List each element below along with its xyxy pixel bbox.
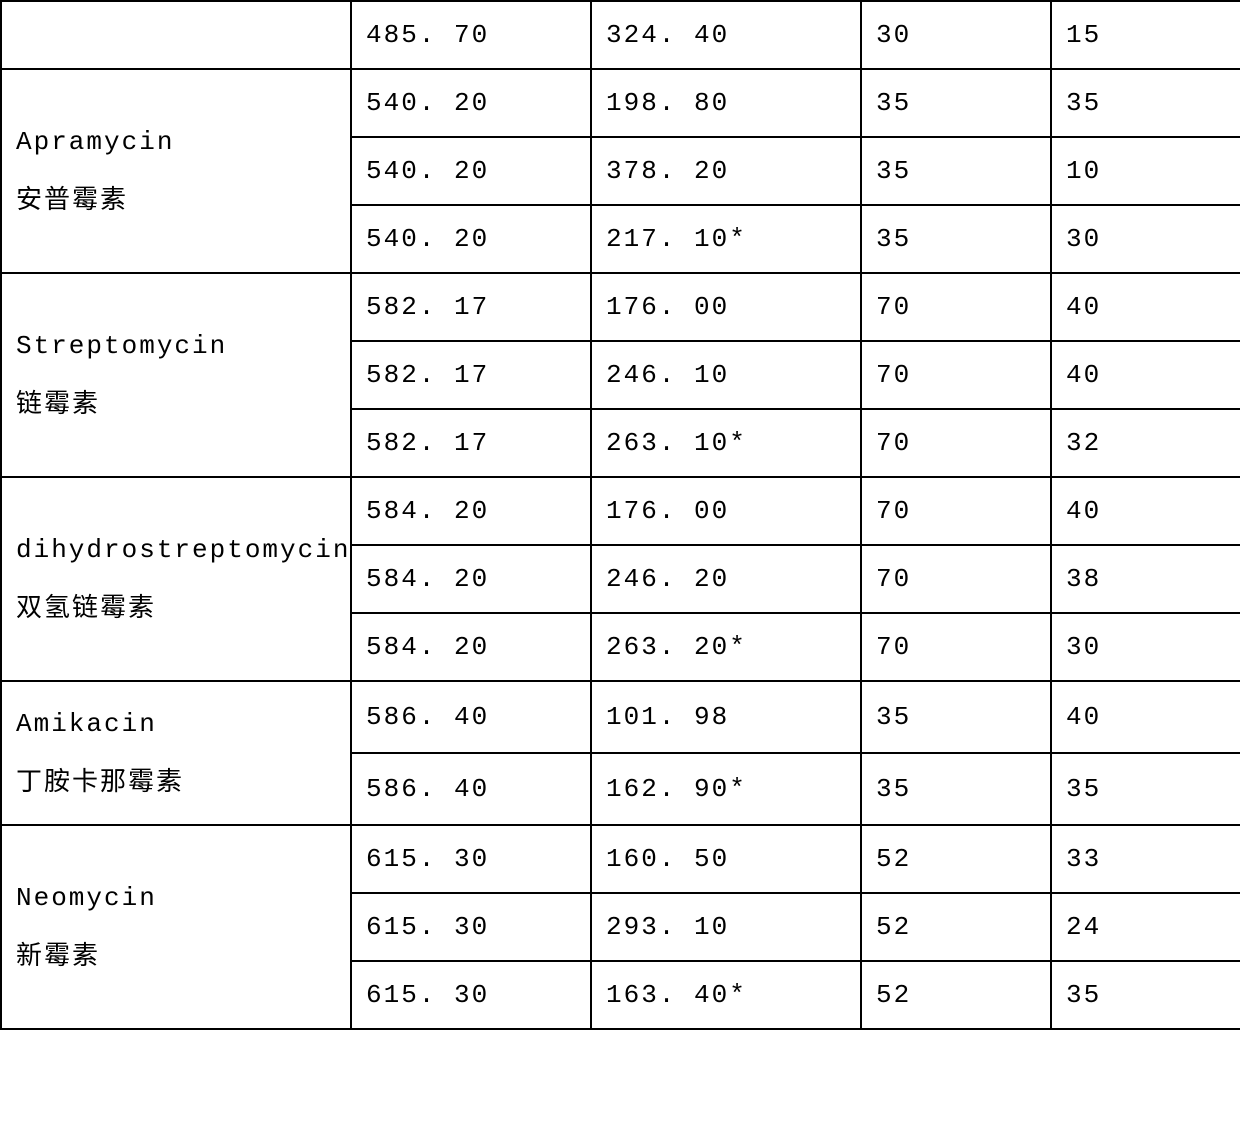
value-cell: 378. 20	[591, 137, 861, 205]
value-cell: 52	[861, 893, 1051, 961]
value-cell: 293. 10	[591, 893, 861, 961]
value-cell: 35	[861, 681, 1051, 753]
value-cell: 540. 20	[351, 137, 591, 205]
value-cell: 30	[1051, 613, 1240, 681]
value-cell: 263. 10*	[591, 409, 861, 477]
value-cell: 40	[1051, 681, 1240, 753]
compound-name-zh: 新霉素	[16, 927, 340, 984]
value-cell: 40	[1051, 273, 1240, 341]
value-cell: 70	[861, 613, 1051, 681]
compound-name-cell: dihydrostreptomycin双氢链霉素	[1, 477, 351, 681]
value-cell: 615. 30	[351, 961, 591, 1029]
value-cell: 540. 20	[351, 69, 591, 137]
value-cell: 163. 40*	[591, 961, 861, 1029]
value-cell: 582. 17	[351, 341, 591, 409]
value-cell: 35	[861, 753, 1051, 825]
table-body: 485. 70324. 403015Apramycin安普霉素540. 2019…	[1, 1, 1240, 1029]
compound-name-en: Neomycin	[16, 870, 340, 927]
value-cell: 35	[861, 205, 1051, 273]
value-cell: 24	[1051, 893, 1240, 961]
value-cell: 30	[1051, 205, 1240, 273]
value-cell: 582. 17	[351, 409, 591, 477]
table-row: Neomycin新霉素615. 30160. 505233	[1, 825, 1240, 893]
value-cell: 615. 30	[351, 893, 591, 961]
value-cell: 33	[1051, 825, 1240, 893]
value-cell: 160. 50	[591, 825, 861, 893]
compound-name-zh: 双氢链霉素	[16, 579, 340, 636]
value-cell: 10	[1051, 137, 1240, 205]
table-row: Amikacin丁胺卡那霉素586. 40101. 983540	[1, 681, 1240, 753]
value-cell: 582. 17	[351, 273, 591, 341]
value-cell: 586. 40	[351, 753, 591, 825]
value-cell: 70	[861, 341, 1051, 409]
data-table: 485. 70324. 403015Apramycin安普霉素540. 2019…	[0, 0, 1240, 1030]
value-cell: 70	[861, 409, 1051, 477]
compound-name-en: Streptomycin	[16, 318, 340, 375]
value-cell: 70	[861, 273, 1051, 341]
value-cell: 35	[1051, 753, 1240, 825]
value-cell: 35	[1051, 961, 1240, 1029]
value-cell: 584. 20	[351, 477, 591, 545]
compound-name-cell: Neomycin新霉素	[1, 825, 351, 1029]
value-cell: 101. 98	[591, 681, 861, 753]
value-cell: 584. 20	[351, 613, 591, 681]
value-cell: 52	[861, 961, 1051, 1029]
compound-name-cell: Amikacin丁胺卡那霉素	[1, 681, 351, 825]
value-cell: 52	[861, 825, 1051, 893]
compound-name-zh: 丁胺卡那霉素	[16, 753, 340, 810]
compound-name-cell	[1, 1, 351, 69]
value-cell: 40	[1051, 341, 1240, 409]
value-cell: 35	[1051, 69, 1240, 137]
table-row: 485. 70324. 403015	[1, 1, 1240, 69]
value-cell: 198. 80	[591, 69, 861, 137]
value-cell: 32	[1051, 409, 1240, 477]
value-cell: 70	[861, 477, 1051, 545]
value-cell: 584. 20	[351, 545, 591, 613]
compound-name-cell: Apramycin安普霉素	[1, 69, 351, 273]
value-cell: 70	[861, 545, 1051, 613]
value-cell: 35	[861, 69, 1051, 137]
value-cell: 217. 10*	[591, 205, 861, 273]
compound-name-cell: Streptomycin链霉素	[1, 273, 351, 477]
value-cell: 30	[861, 1, 1051, 69]
value-cell: 35	[861, 137, 1051, 205]
compound-name-zh: 安普霉素	[16, 171, 340, 228]
value-cell: 540. 20	[351, 205, 591, 273]
value-cell: 38	[1051, 545, 1240, 613]
value-cell: 586. 40	[351, 681, 591, 753]
value-cell: 15	[1051, 1, 1240, 69]
value-cell: 176. 00	[591, 477, 861, 545]
value-cell: 162. 90*	[591, 753, 861, 825]
value-cell: 176. 00	[591, 273, 861, 341]
data-table-wrap: 485. 70324. 403015Apramycin安普霉素540. 2019…	[0, 0, 1240, 1030]
value-cell: 485. 70	[351, 1, 591, 69]
value-cell: 246. 20	[591, 545, 861, 613]
value-cell: 615. 30	[351, 825, 591, 893]
value-cell: 246. 10	[591, 341, 861, 409]
table-row: dihydrostreptomycin双氢链霉素584. 20176. 0070…	[1, 477, 1240, 545]
compound-name-en: Apramycin	[16, 114, 340, 171]
table-row: Streptomycin链霉素582. 17176. 007040	[1, 273, 1240, 341]
table-row: Apramycin安普霉素540. 20198. 803535	[1, 69, 1240, 137]
value-cell: 40	[1051, 477, 1240, 545]
compound-name-zh: 链霉素	[16, 375, 340, 432]
value-cell: 324. 40	[591, 1, 861, 69]
value-cell: 263. 20*	[591, 613, 861, 681]
compound-name-en: dihydrostreptomycin	[16, 522, 340, 579]
compound-name-en: Amikacin	[16, 696, 340, 753]
